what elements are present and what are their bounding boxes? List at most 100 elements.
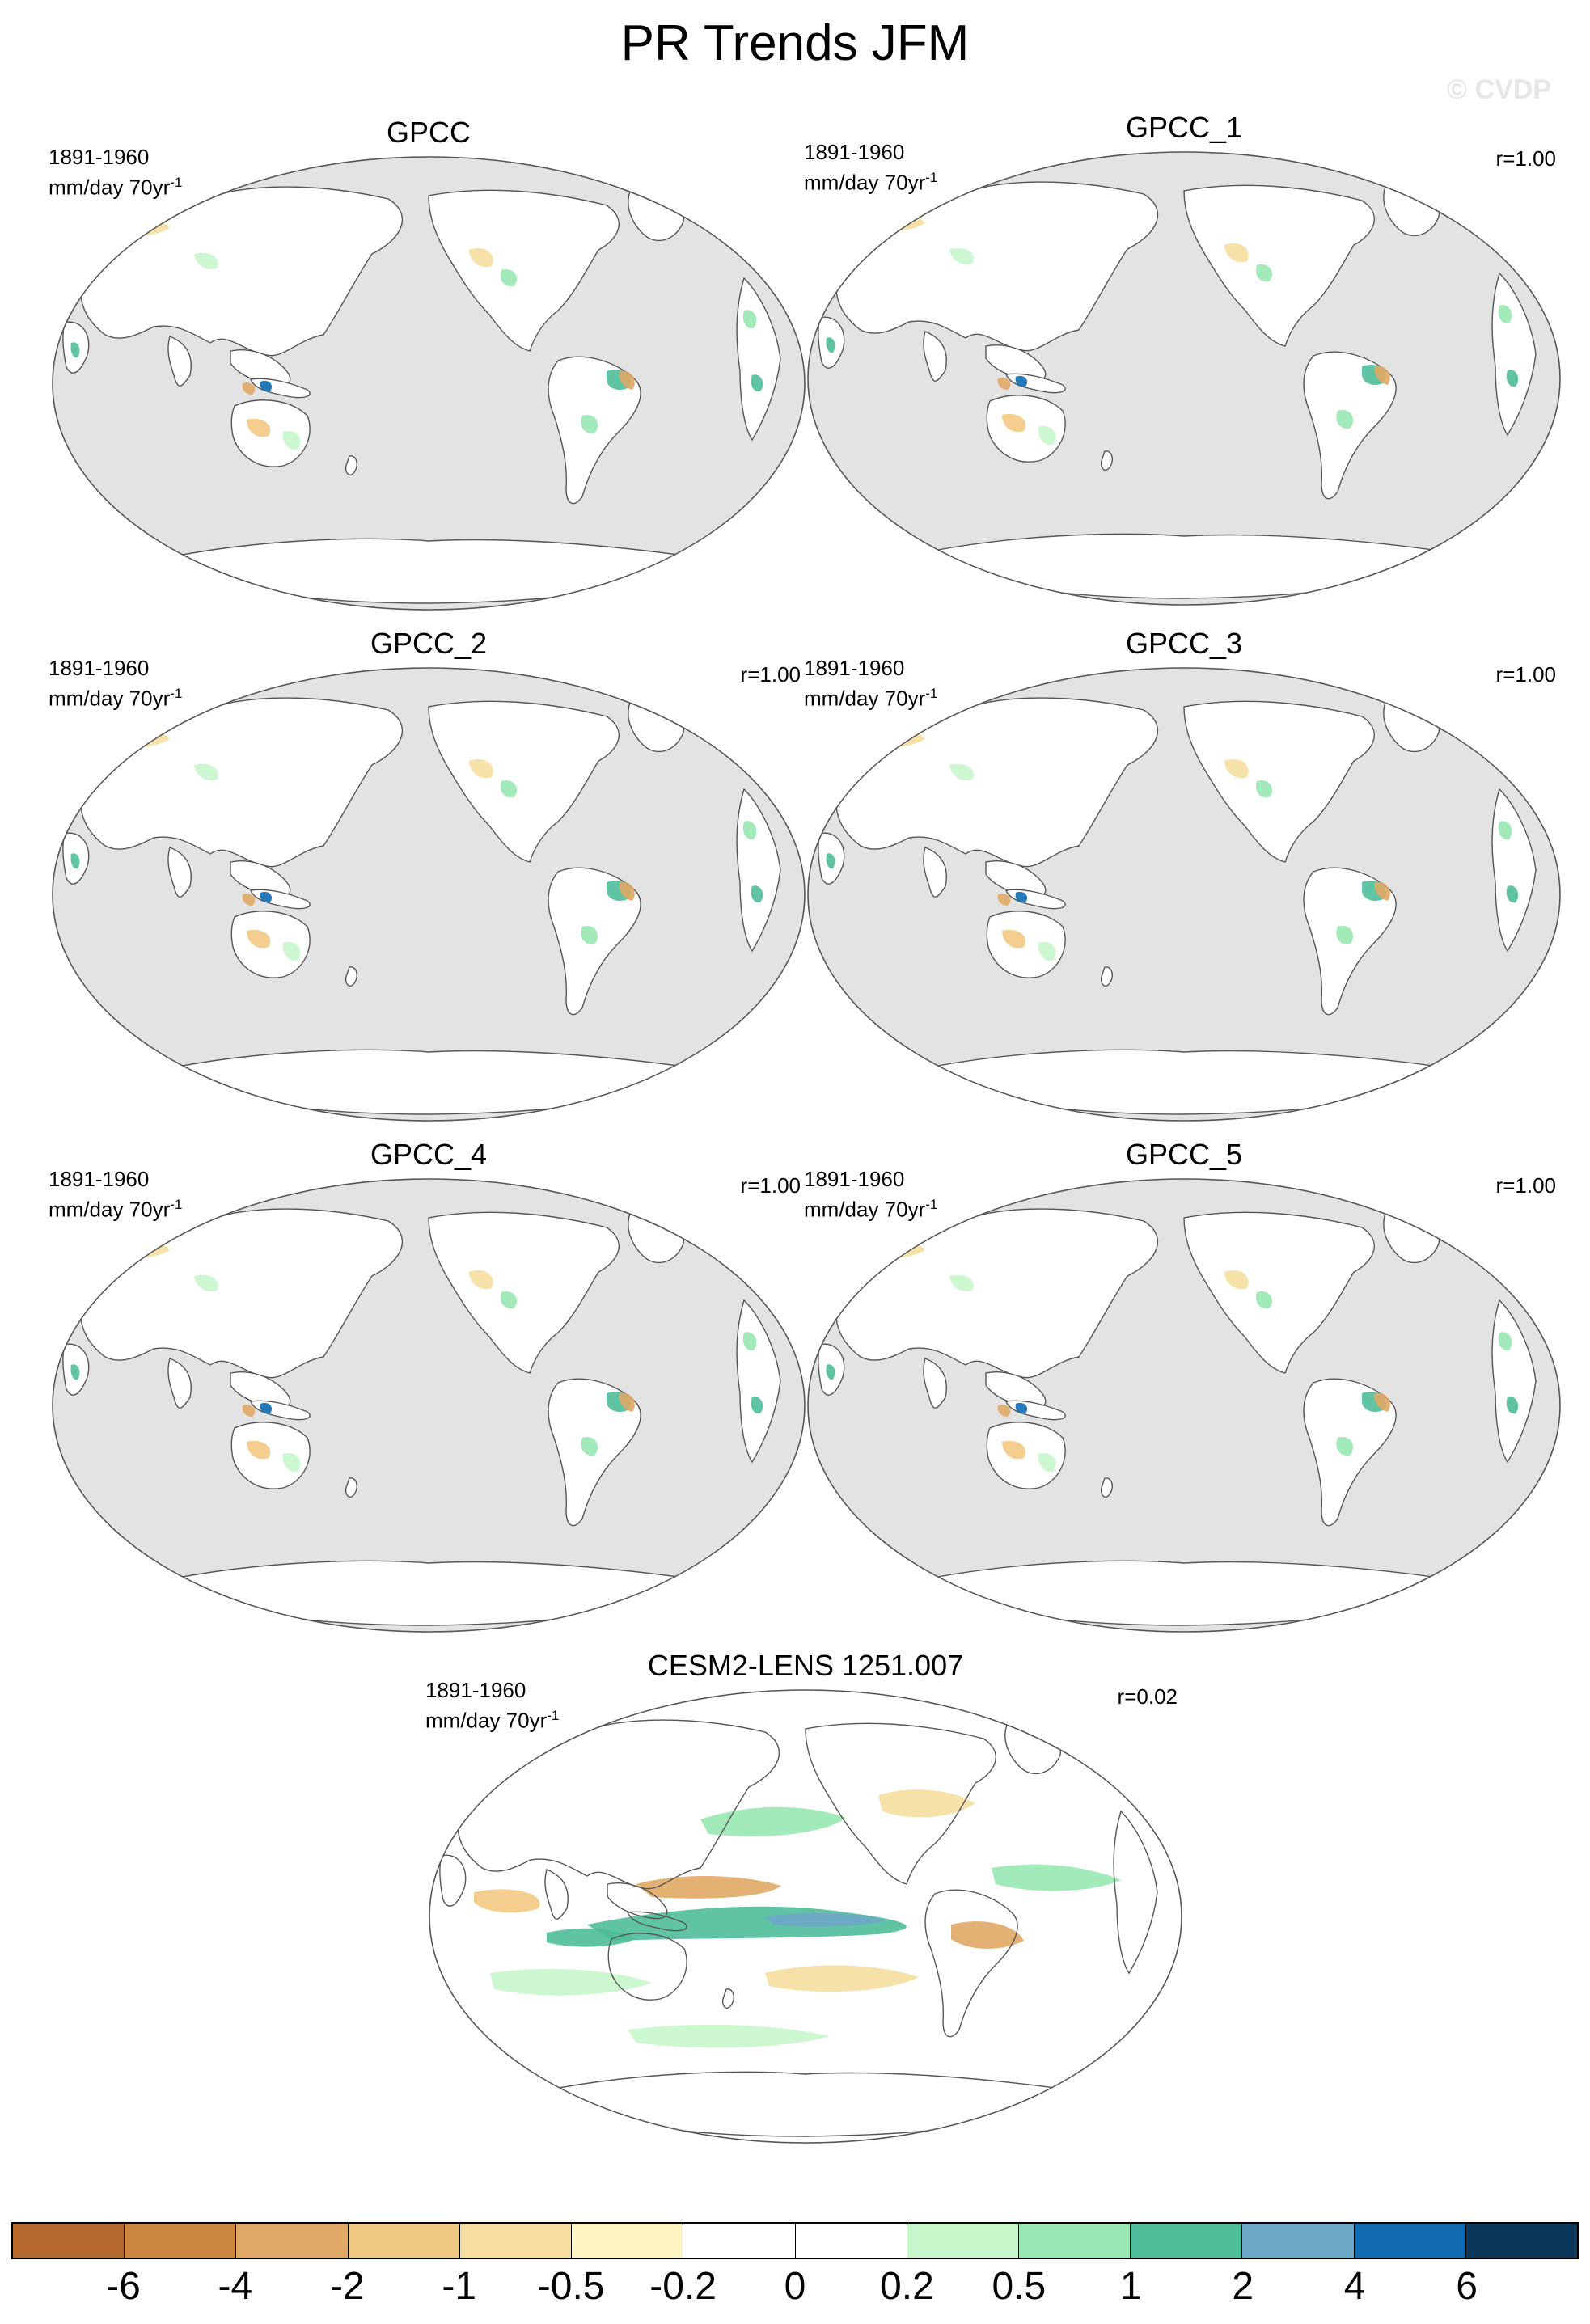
colorbar-swatch xyxy=(1354,2224,1466,2258)
land-nz xyxy=(1100,966,1113,987)
colorbar-tick-label: 6 xyxy=(1456,2265,1478,2308)
panel-title: GPCC_2 xyxy=(370,627,488,660)
land-namerica xyxy=(805,1722,996,1885)
land-namerica xyxy=(428,700,620,863)
land-india xyxy=(923,847,947,898)
land-india xyxy=(167,847,192,898)
map-panel: GPCC_1 1891-1960 mm/day 70yr-1 r=1.00 xyxy=(804,112,1564,613)
colorbar-tick-label: -0.2 xyxy=(649,2265,717,2308)
trend-patch xyxy=(1224,758,1249,779)
panel-title: GPCC_3 xyxy=(1125,627,1243,660)
trend-patch xyxy=(1506,885,1519,903)
trend-patch xyxy=(951,1921,1024,1949)
trend-patch xyxy=(247,418,271,437)
units-exponent: -1 xyxy=(925,686,938,701)
land-namerica xyxy=(1183,1211,1375,1374)
panel-period: 1891-1960 xyxy=(425,1678,526,1702)
panel-period: 1891-1960 xyxy=(49,656,150,680)
land-antarctica xyxy=(168,1049,697,1115)
trend-patch xyxy=(1015,1402,1028,1414)
land-antarctica xyxy=(924,1049,1453,1115)
trend-patch xyxy=(469,1270,493,1290)
colorbar-tick-label: -2 xyxy=(329,2265,365,2308)
units-exponent: -1 xyxy=(925,170,938,185)
trend-patch xyxy=(1038,425,1056,446)
map-border xyxy=(429,1689,1182,2144)
units-text: mm/day 70yr xyxy=(425,1708,548,1733)
trend-patch xyxy=(765,1965,919,1992)
trend-patch xyxy=(700,1806,846,1836)
panel-period: 1891-1960 xyxy=(49,145,150,169)
units-text: mm/day 70yr xyxy=(804,1197,926,1222)
map-panel: GPCC_5 1891-1960 mm/day 70yr-1 r=1.00 xyxy=(804,1139,1564,1640)
colorbar-tick-label: -4 xyxy=(218,2265,253,2308)
trend-patch xyxy=(282,430,301,450)
trend-patch xyxy=(474,1889,540,1913)
land-australia xyxy=(986,1422,1066,1489)
trend-patch xyxy=(878,1789,975,1818)
map-panel: GPCC_4 1891-1960 mm/day 70yr-1 r=1.00 xyxy=(49,1139,809,1640)
land-nz xyxy=(345,455,357,475)
trend-patch xyxy=(1498,305,1512,324)
trend-patch xyxy=(469,247,493,268)
trend-patch xyxy=(742,821,757,840)
trend-patch xyxy=(619,1392,635,1412)
map-panel: GPCC_2 1891-1960 mm/day 70yr-1 r=1.00 xyxy=(49,627,809,1129)
trend-patch xyxy=(949,763,974,781)
land-antarctica xyxy=(924,533,1453,599)
land-africa_w xyxy=(439,1854,467,1907)
map-border xyxy=(52,1178,806,1633)
panel-period: 1891-1960 xyxy=(49,1167,150,1191)
trend-patch xyxy=(1002,929,1026,949)
trend-patch xyxy=(581,415,598,434)
panel-units: mm/day 70yr-1 xyxy=(49,681,182,712)
map-border xyxy=(807,1178,1561,1633)
panel-correlation: r=1.00 xyxy=(1495,1173,1556,1198)
map-border xyxy=(807,667,1561,1122)
globe-map xyxy=(52,1178,806,1633)
trend-patch xyxy=(751,1397,763,1414)
units-exponent: -1 xyxy=(925,1197,938,1212)
map-panel: CESM2-LENS 1251.007 1891-1960 mm/day 70yr-… xyxy=(425,1650,1186,2151)
colorbar-tick-label: -0.5 xyxy=(537,2265,605,2308)
colorbar-swatch xyxy=(348,2224,460,2258)
colorbar-swatch xyxy=(795,2224,907,2258)
trend-patch xyxy=(1336,926,1354,945)
units-text: mm/day 70yr xyxy=(49,1197,171,1222)
colorbar-swatch xyxy=(125,2224,237,2258)
units-exponent: -1 xyxy=(170,686,183,701)
trend-patch xyxy=(242,1405,256,1417)
trend-patch xyxy=(1224,1270,1249,1290)
globe-map xyxy=(807,1178,1561,1633)
colorbar-tick-label: 2 xyxy=(1232,2265,1254,2308)
trend-patch xyxy=(1038,1452,1056,1473)
land-australia xyxy=(230,399,311,467)
panel-period: 1891-1960 xyxy=(804,1167,905,1191)
trend-patch xyxy=(1336,410,1354,429)
trend-patch xyxy=(826,1364,835,1380)
trend-patch xyxy=(619,881,635,901)
land-namerica xyxy=(1183,700,1375,863)
colorbar-tick-label: -6 xyxy=(106,2265,141,2308)
trend-patch xyxy=(260,380,273,392)
map-panel: GPCC 1891-1960 mm/day 70yr-1 xyxy=(49,116,809,618)
trend-patch xyxy=(1255,780,1273,798)
land-seasia xyxy=(985,860,1047,898)
land-antarctica xyxy=(168,1560,697,1626)
globe-map xyxy=(52,667,806,1122)
trend-patch xyxy=(260,1402,273,1414)
panel-correlation: r=1.00 xyxy=(740,1173,801,1198)
trend-patch xyxy=(1224,243,1249,263)
cvdp-watermark: © CVDP xyxy=(1447,74,1551,105)
trend-patch xyxy=(997,378,1011,390)
trend-patch xyxy=(70,342,80,358)
trend-patch xyxy=(742,1332,757,1351)
land-seasia xyxy=(230,349,291,387)
land-australia xyxy=(607,1933,687,2001)
units-exponent: -1 xyxy=(170,175,183,190)
colorbar-tick-label: 4 xyxy=(1343,2265,1366,2308)
colorbar-swatch xyxy=(1018,2224,1131,2258)
land-namerica xyxy=(428,189,620,352)
trend-patch xyxy=(242,382,256,395)
land-seasia xyxy=(230,860,291,898)
